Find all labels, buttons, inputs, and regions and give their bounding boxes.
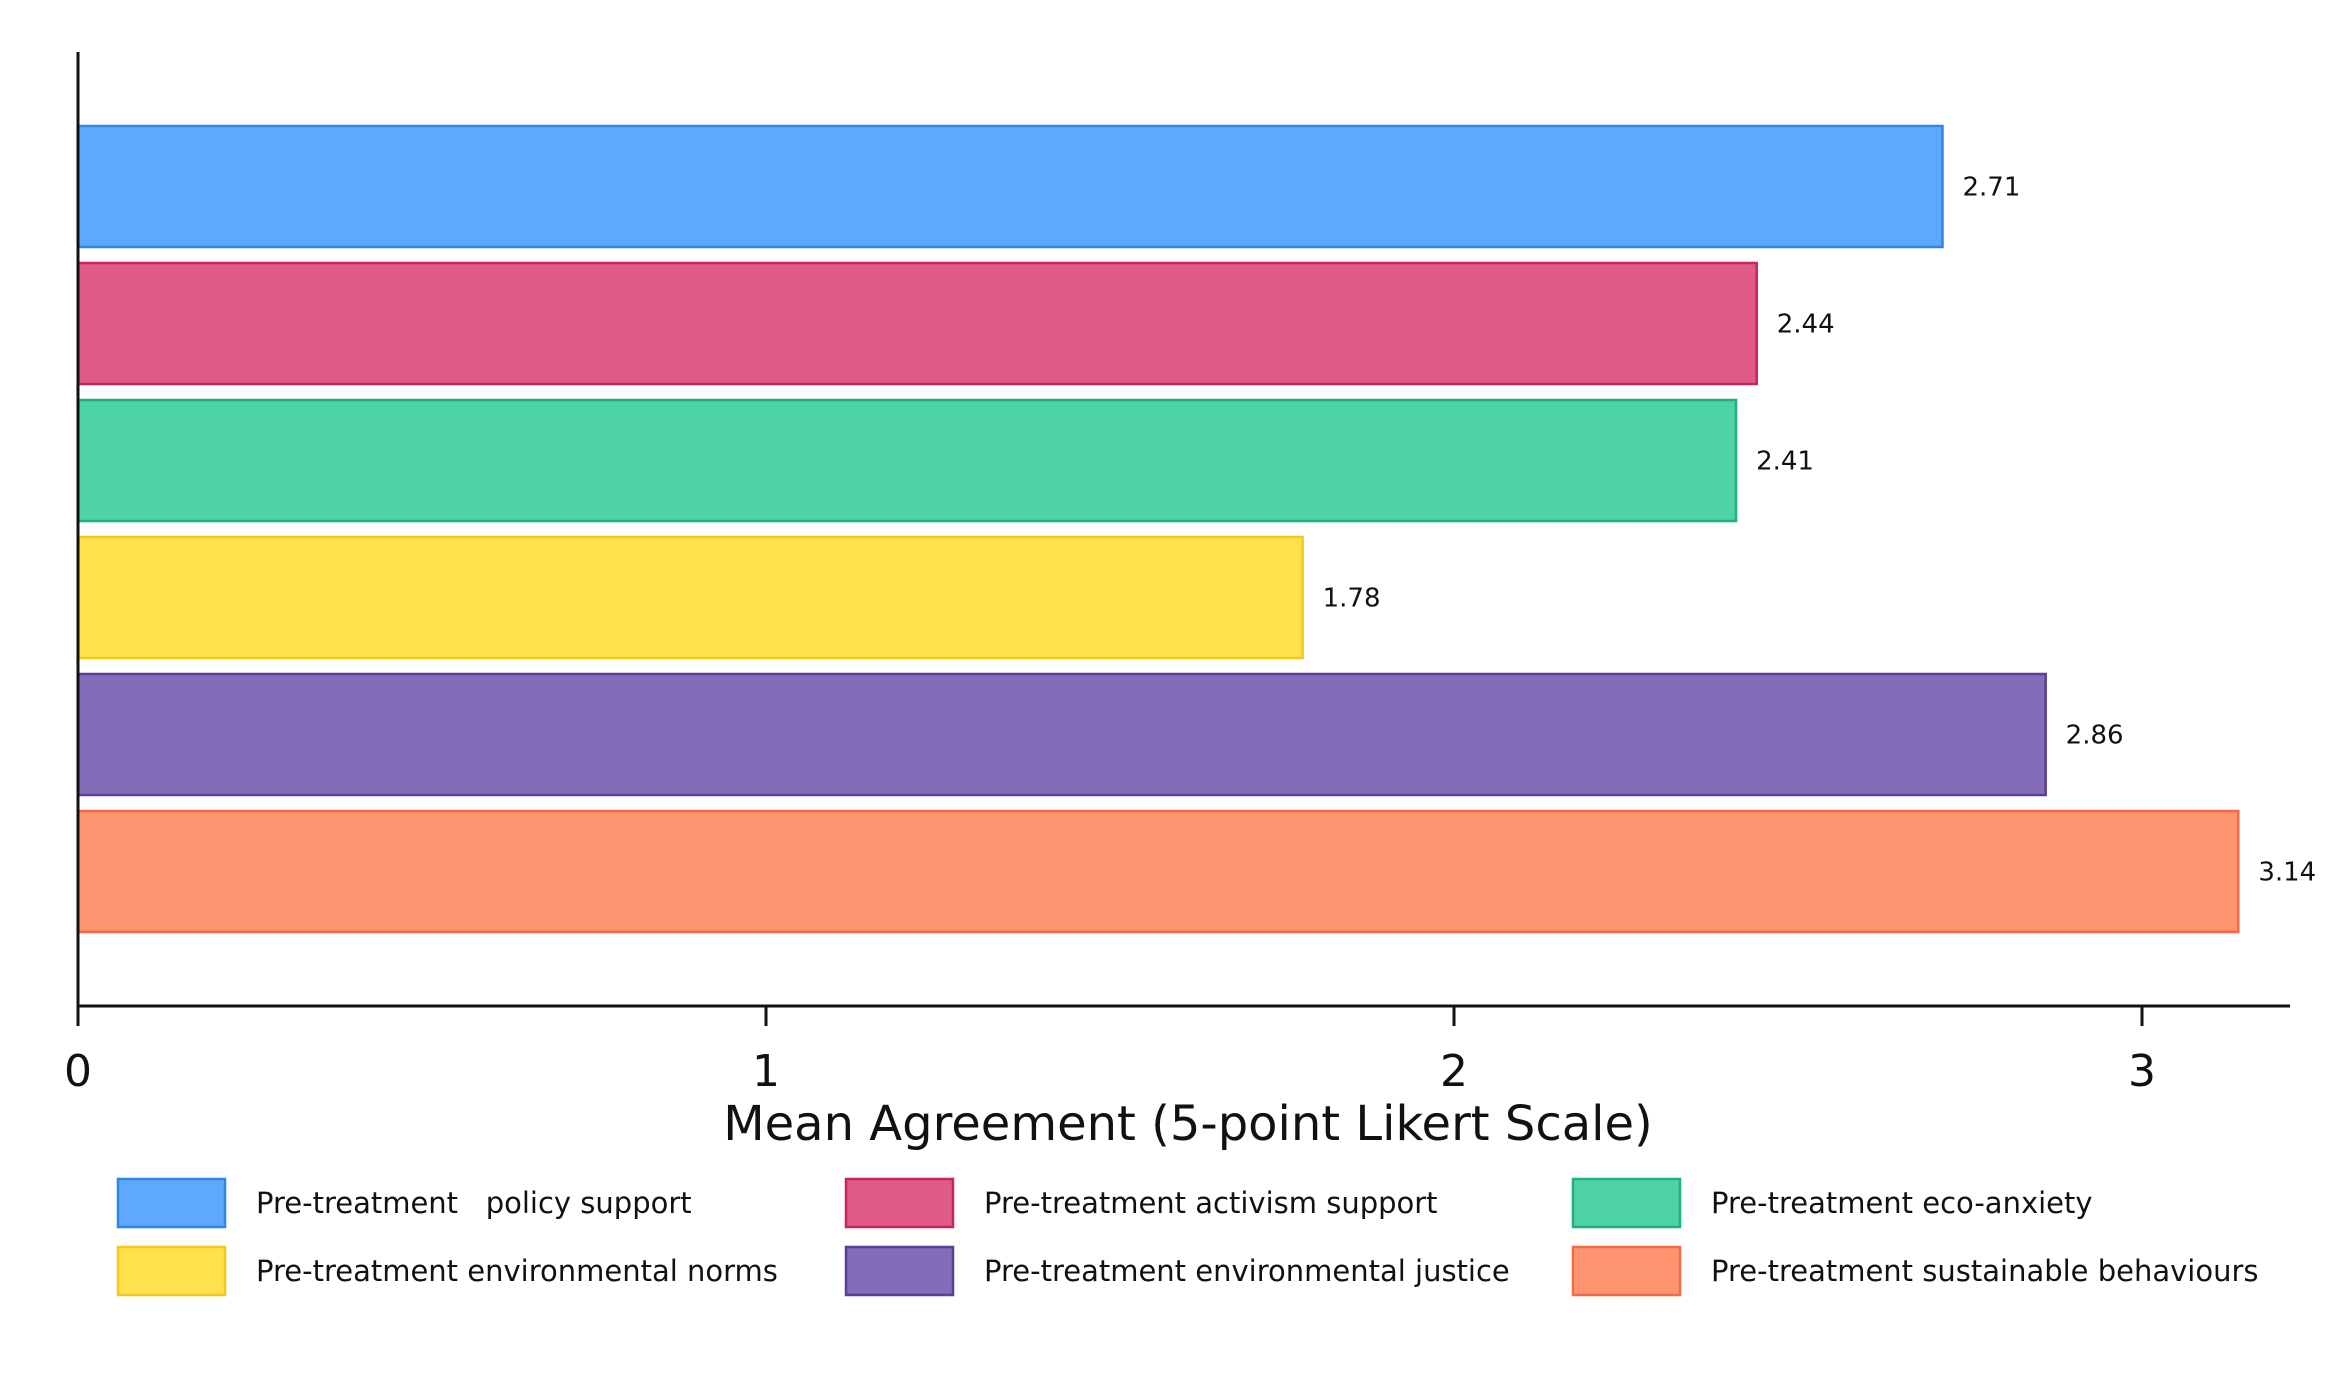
bar-3 [76,398,1738,523]
value-label-6: 3.14 [2258,858,2316,888]
value-label-5: 2.86 [2066,721,2124,751]
x-tick-label-3: 3 [2128,1046,2156,1097]
legend-swatch-1 [116,1177,227,1229]
bar-4 [76,535,1304,660]
legend-swatch-6 [1571,1245,1682,1297]
legend-swatch-4 [116,1245,227,1297]
legend-label-5: Pre-treatment environmental justice [984,1254,1510,1288]
value-label-3: 2.41 [1756,447,1814,477]
legend-label-6: Pre-treatment sustainable behaviours [1711,1254,2259,1288]
bar-2 [76,261,1758,386]
x-axis-title: Mean Agreement (5-point Likert Scale) [723,1096,1653,1152]
legend-label-3: Pre-treatment eco-anxiety [1711,1186,2093,1220]
value-label-2: 2.44 [1777,310,1835,340]
legend-label-1: Pre-treatment policy support [256,1186,692,1220]
bar-1 [76,124,1944,249]
x-tick-label-2: 2 [1440,1046,1468,1097]
x-tick-label-1: 1 [752,1046,780,1097]
bar-5 [76,672,2047,797]
legend-swatch-2 [844,1177,955,1229]
axes-layer: 0 1 2 3 [64,52,2290,1097]
legend-label-4: Pre-treatment environmental norms [256,1254,778,1288]
value-labels-layer: 2.71 2.44 2.41 1.78 2.86 3.14 [1323,173,2317,888]
bar-6 [76,809,2240,934]
value-label-4: 1.78 [1323,584,1381,614]
value-label-1: 2.71 [1962,173,2020,203]
x-tick-label-0: 0 [64,1046,92,1097]
legend: Pre-treatment policy support Pre-treatmen… [116,1177,2259,1297]
legend-swatch-3 [1571,1177,1682,1229]
legend-swatch-5 [844,1245,955,1297]
bars-layer [76,124,2240,934]
legend-label-2: Pre-treatment activism support [984,1186,1438,1220]
